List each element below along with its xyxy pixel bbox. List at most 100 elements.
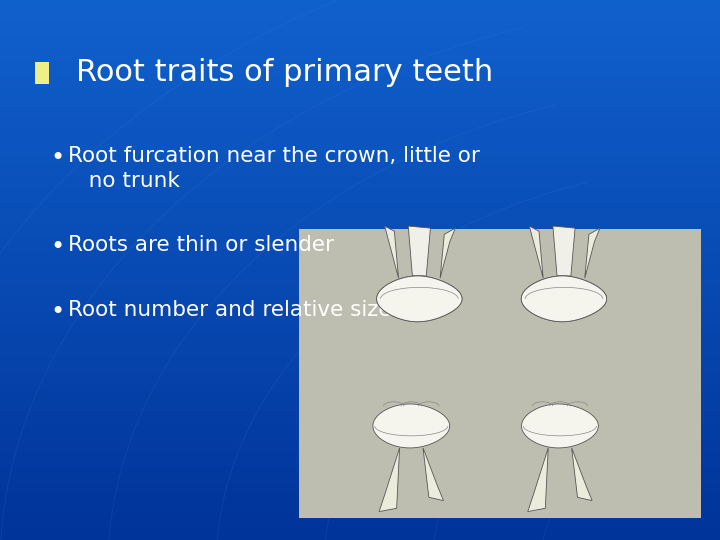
Polygon shape (379, 448, 400, 511)
Bar (0, 310, 720, 317)
Text: •: • (50, 300, 65, 323)
Bar (0, 222, 720, 230)
Bar (0, 418, 720, 426)
Bar (0, 81, 720, 87)
Polygon shape (521, 276, 607, 322)
Bar (0, 148, 720, 156)
Polygon shape (521, 276, 607, 322)
Bar (0, 534, 720, 540)
Bar (0, 6, 720, 14)
Bar (0, 156, 720, 162)
Bar (0, 452, 720, 459)
Text: •: • (50, 235, 65, 259)
Bar (0, 249, 720, 256)
Bar (0, 276, 720, 284)
Bar (0, 94, 720, 102)
Bar (0, 60, 720, 68)
Bar (35, 62, 49, 84)
Bar (0, 256, 720, 263)
Bar (0, 438, 720, 445)
Polygon shape (408, 226, 431, 276)
Text: Root furcation near the crown, little or
   no trunk: Root furcation near the crown, little or… (68, 146, 480, 191)
Bar (0, 195, 720, 202)
Bar (0, 426, 720, 432)
Text: •: • (50, 146, 65, 170)
Bar (0, 526, 720, 534)
Bar (0, 20, 720, 27)
Bar (0, 162, 720, 168)
Bar (0, 33, 720, 40)
Bar (0, 364, 720, 372)
Bar (0, 330, 720, 338)
Bar (0, 432, 720, 438)
Bar (0, 54, 720, 60)
Bar (0, 317, 720, 324)
Bar (0, 230, 720, 237)
Bar (0, 500, 720, 507)
Polygon shape (377, 276, 462, 322)
Bar (0, 405, 720, 411)
Bar (0, 128, 720, 135)
Bar (0, 0, 720, 6)
Bar (0, 102, 720, 108)
Bar (0, 47, 720, 54)
Bar (0, 392, 720, 399)
Bar (0, 40, 720, 47)
Bar (0, 68, 720, 74)
Bar (0, 338, 720, 345)
Bar (0, 513, 720, 519)
Bar (0, 243, 720, 249)
Text: Root traits of primary teeth: Root traits of primary teeth (76, 58, 493, 87)
Bar (0, 384, 720, 391)
Text: Root number and relative size: Root number and relative size (68, 300, 392, 320)
Bar (0, 297, 720, 303)
Bar (0, 411, 720, 418)
Polygon shape (521, 404, 598, 448)
Bar (0, 183, 720, 189)
Bar (0, 324, 720, 330)
Polygon shape (585, 228, 600, 278)
Bar (0, 237, 720, 243)
Bar (0, 472, 720, 480)
Bar (0, 216, 720, 222)
Bar (0, 202, 720, 209)
Bar (0, 372, 720, 378)
Bar (0, 291, 720, 297)
Bar (0, 446, 720, 453)
Polygon shape (423, 448, 444, 501)
Bar (0, 486, 720, 492)
Bar (0, 14, 720, 20)
Bar (0, 209, 720, 216)
Bar (0, 189, 720, 195)
Bar (0, 351, 720, 357)
Polygon shape (528, 448, 548, 511)
Polygon shape (572, 448, 592, 501)
Polygon shape (384, 226, 399, 278)
Bar (0, 378, 720, 384)
Bar (0, 465, 720, 472)
Polygon shape (377, 276, 462, 322)
Bar (0, 399, 720, 405)
Polygon shape (440, 228, 455, 278)
Bar (0, 480, 720, 486)
Polygon shape (373, 404, 450, 448)
Bar (0, 345, 720, 351)
Bar (0, 358, 720, 365)
Polygon shape (553, 226, 575, 276)
Bar (0, 168, 720, 176)
Bar (0, 176, 720, 183)
Bar (0, 270, 720, 276)
Bar (0, 74, 720, 81)
Bar (0, 303, 720, 310)
Bar (0, 519, 720, 526)
Bar (0, 507, 720, 513)
Bar (0, 115, 720, 122)
Bar (0, 27, 720, 33)
Bar (0, 87, 720, 94)
Polygon shape (529, 226, 543, 278)
Bar (0, 459, 720, 465)
Bar (0, 135, 720, 141)
Bar (0, 141, 720, 149)
Bar (0, 108, 720, 115)
Bar (0, 263, 720, 270)
